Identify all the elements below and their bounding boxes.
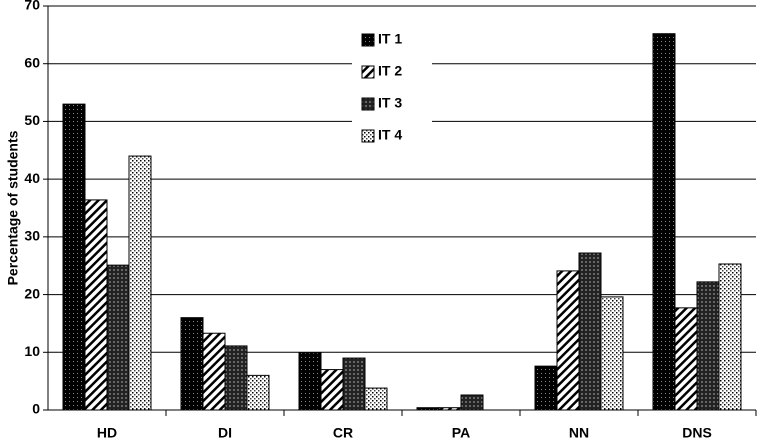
bar xyxy=(246,374,270,411)
x-tick-label: CR xyxy=(333,425,353,441)
bar xyxy=(600,296,624,411)
y-tick-label: 10 xyxy=(24,343,40,359)
y-tick-label: 50 xyxy=(24,112,40,128)
y-axis-label: Percentage of students xyxy=(5,130,21,285)
bar xyxy=(534,365,558,411)
bar xyxy=(84,199,108,411)
y-tick-label: 30 xyxy=(24,228,40,244)
bar xyxy=(62,103,86,411)
bar xyxy=(578,252,602,411)
x-tick-label: NN xyxy=(569,425,589,441)
legend-label: IT 1 xyxy=(378,31,402,47)
x-tick-label: PA xyxy=(452,425,470,441)
bar xyxy=(652,33,676,411)
y-tick-label: 40 xyxy=(24,170,40,186)
legend-label: IT 3 xyxy=(378,95,402,111)
bar xyxy=(224,345,248,411)
bar xyxy=(718,263,742,411)
bar xyxy=(320,369,344,411)
legend-swatch xyxy=(361,33,375,47)
x-tick-label: DI xyxy=(218,425,232,441)
bar xyxy=(298,352,322,411)
bar xyxy=(128,155,152,411)
bar xyxy=(556,270,580,411)
legend-label: IT 4 xyxy=(378,127,402,143)
x-tick-label: DNS xyxy=(682,425,712,441)
legend-box xyxy=(352,26,432,150)
bar xyxy=(696,281,720,411)
bar xyxy=(342,357,366,411)
bar xyxy=(106,264,130,411)
y-tick-label: 0 xyxy=(32,401,40,417)
legend-swatch xyxy=(361,129,375,143)
legend-swatch xyxy=(361,65,375,79)
bar xyxy=(674,307,698,411)
bar xyxy=(364,387,388,411)
y-tick-label: 70 xyxy=(24,0,40,13)
bar xyxy=(202,332,226,411)
x-tick-label: HD xyxy=(97,425,117,441)
legend-label: IT 2 xyxy=(378,63,402,79)
y-tick-label: 20 xyxy=(24,285,40,301)
legend-swatch xyxy=(361,97,375,111)
y-tick-label: 60 xyxy=(24,54,40,70)
bar xyxy=(180,317,204,411)
bar xyxy=(460,394,484,411)
